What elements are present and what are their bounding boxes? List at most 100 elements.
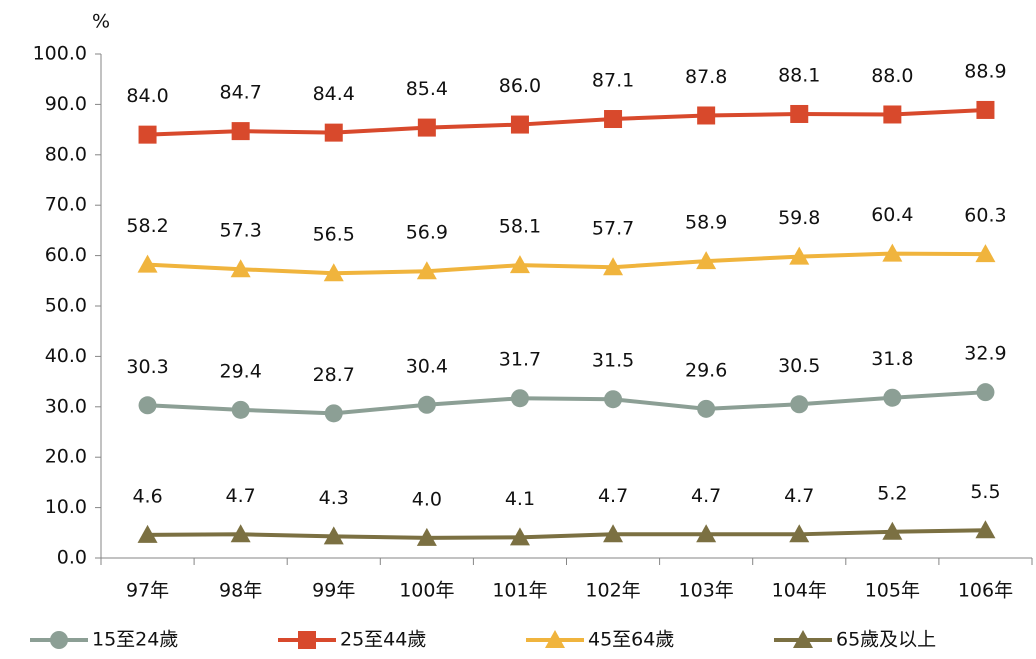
x-tick-label: 99年 bbox=[312, 580, 355, 602]
data-label: 88.9 bbox=[964, 60, 1006, 82]
y-tick-label: 30.0 bbox=[45, 395, 87, 417]
data-point bbox=[416, 261, 437, 280]
data-point bbox=[604, 390, 623, 409]
data-point bbox=[324, 123, 343, 142]
data-point bbox=[230, 524, 251, 543]
data-point bbox=[323, 526, 344, 545]
legend-marker bbox=[793, 630, 813, 648]
data-label: 60.3 bbox=[964, 205, 1006, 227]
data-label: 58.9 bbox=[685, 212, 727, 234]
data-point bbox=[138, 125, 157, 144]
y-tick-label: 80.0 bbox=[45, 143, 87, 165]
legend-label: 15至24歲 bbox=[92, 629, 178, 651]
y-tick-label: 90.0 bbox=[45, 93, 87, 115]
x-tick-label: 98年 bbox=[219, 580, 262, 602]
data-point bbox=[510, 389, 529, 408]
data-point bbox=[509, 527, 530, 546]
data-label: 56.9 bbox=[406, 222, 448, 244]
data-label: 57.3 bbox=[219, 220, 261, 242]
legend-label: 65歲及以上 bbox=[836, 629, 936, 651]
data-point bbox=[789, 246, 810, 265]
data-label: 31.8 bbox=[871, 348, 913, 370]
data-point bbox=[417, 395, 436, 414]
data-point bbox=[883, 388, 902, 407]
data-point bbox=[882, 243, 903, 262]
data-label: 4.0 bbox=[412, 488, 442, 510]
data-point bbox=[697, 106, 716, 125]
data-point bbox=[138, 396, 157, 415]
y-tick-label: 0.0 bbox=[57, 547, 87, 569]
y-tick-label: 50.0 bbox=[45, 295, 87, 317]
data-point bbox=[790, 395, 809, 414]
data-label: 5.2 bbox=[877, 482, 907, 504]
data-label: 4.6 bbox=[132, 485, 162, 507]
data-point bbox=[416, 527, 437, 546]
series-line bbox=[147, 390, 986, 416]
y-tick-label: 100.0 bbox=[33, 43, 87, 65]
data-point bbox=[137, 524, 158, 543]
data-label: 84.0 bbox=[126, 85, 168, 107]
data-label: 4.7 bbox=[691, 485, 721, 507]
data-label: 4.7 bbox=[784, 485, 814, 507]
data-label: 5.5 bbox=[970, 481, 1000, 503]
data-point bbox=[790, 104, 809, 123]
data-label: 84.7 bbox=[219, 82, 261, 104]
y-tick-label: 40.0 bbox=[45, 345, 87, 367]
data-label: 4.7 bbox=[598, 485, 628, 507]
data-point bbox=[417, 118, 436, 137]
data-label: 87.8 bbox=[685, 66, 727, 88]
data-label: 29.4 bbox=[219, 360, 261, 382]
data-point bbox=[137, 254, 158, 273]
y-tick-label: 60.0 bbox=[45, 244, 87, 266]
data-point bbox=[231, 400, 250, 419]
data-point bbox=[603, 524, 624, 543]
data-label: 60.4 bbox=[871, 204, 913, 226]
data-point bbox=[509, 255, 530, 274]
y-tick-label: 20.0 bbox=[45, 446, 87, 468]
data-label: 84.4 bbox=[313, 83, 355, 105]
data-point bbox=[789, 524, 810, 543]
data-label: 56.5 bbox=[313, 224, 355, 246]
data-label: 31.7 bbox=[499, 349, 541, 371]
data-point bbox=[696, 251, 717, 270]
data-point bbox=[882, 521, 903, 540]
data-label: 30.5 bbox=[778, 355, 820, 377]
data-point bbox=[696, 524, 717, 543]
data-point bbox=[231, 122, 250, 141]
data-label: 28.7 bbox=[313, 364, 355, 386]
data-point bbox=[603, 257, 624, 276]
data-label: 32.9 bbox=[964, 343, 1006, 365]
legend-marker bbox=[298, 631, 316, 649]
data-label: 86.0 bbox=[499, 75, 541, 97]
data-point bbox=[976, 383, 995, 402]
legend-label: 45至64歲 bbox=[588, 629, 674, 651]
series-line bbox=[147, 107, 986, 137]
data-point bbox=[883, 105, 902, 124]
x-tick-label: 100年 bbox=[399, 580, 454, 602]
series-line bbox=[147, 528, 986, 540]
data-label: 88.0 bbox=[871, 65, 913, 87]
data-label: 87.1 bbox=[592, 70, 634, 92]
data-point bbox=[975, 520, 996, 539]
data-point bbox=[976, 100, 995, 119]
data-point bbox=[975, 244, 996, 263]
data-label: 4.3 bbox=[319, 487, 349, 509]
data-label: 57.7 bbox=[592, 218, 634, 240]
data-label: 30.3 bbox=[126, 356, 168, 378]
y-tick-label: 10.0 bbox=[45, 496, 87, 518]
series-line bbox=[147, 251, 986, 276]
x-tick-label: 103年 bbox=[679, 580, 734, 602]
x-tick-label: 97年 bbox=[126, 580, 169, 602]
data-label: 88.1 bbox=[778, 64, 820, 86]
data-point bbox=[697, 399, 716, 418]
data-point bbox=[323, 263, 344, 282]
y-axis-unit: % bbox=[92, 11, 110, 33]
x-tick-label: 102年 bbox=[585, 580, 640, 602]
x-tick-label: 101年 bbox=[492, 580, 547, 602]
data-label: 58.2 bbox=[126, 215, 168, 237]
data-label: 30.4 bbox=[406, 355, 448, 377]
data-label: 85.4 bbox=[406, 78, 448, 100]
data-point bbox=[510, 115, 529, 134]
x-tick-label: 105年 bbox=[865, 580, 920, 602]
